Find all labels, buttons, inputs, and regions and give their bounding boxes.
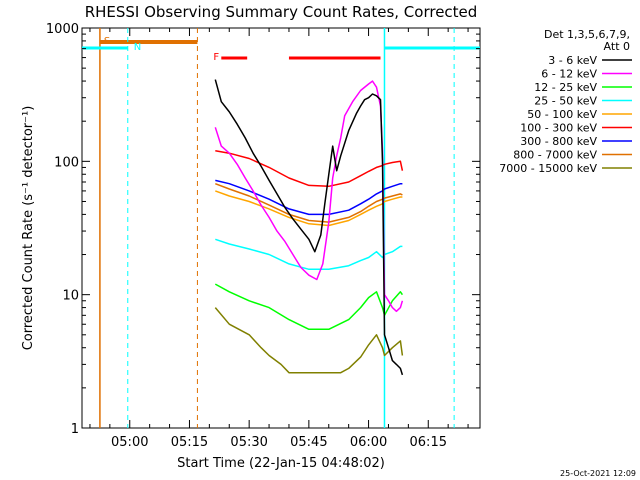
timestamp: 25-Oct-2021 12:09 bbox=[560, 469, 636, 478]
legend-label: 800 - 7000 keV bbox=[513, 149, 597, 162]
series-12-25-kev bbox=[214, 283, 404, 331]
legend-label: 50 - 100 keV bbox=[527, 108, 597, 121]
annotation-f: F bbox=[213, 52, 219, 63]
series-3-6-kev bbox=[214, 79, 404, 376]
series-7000-15000-kev bbox=[214, 307, 404, 374]
x-tick-label: 06:15 bbox=[410, 435, 447, 450]
series-lines bbox=[214, 79, 404, 376]
plot-frame bbox=[81, 27, 481, 429]
axes: 1 10 100 1000 05:00 05:15 05:30 05:45 06:00 06:15 bbox=[46, 22, 480, 450]
x-axis-label: Start Time (22-Jan-15 04:48:02) bbox=[177, 456, 385, 471]
y-tick-label: 1 bbox=[71, 422, 79, 437]
series-25-50-kev bbox=[215, 238, 403, 271]
legend-label: 25 - 50 keV bbox=[534, 95, 597, 108]
legend-header: Det 1,3,5,6,7,9, bbox=[544, 28, 630, 41]
y-tick-label: 100 bbox=[54, 155, 79, 170]
annotation-s: S bbox=[104, 36, 110, 47]
y-tick-label: 10 bbox=[62, 289, 79, 304]
x-tick-label: 05:30 bbox=[230, 435, 267, 450]
y-axis-label: Corrected Count Rate (s⁻¹ detector⁻¹) bbox=[21, 106, 36, 351]
observing-intervals: S N F bbox=[82, 28, 480, 428]
legend-label: 6 - 12 keV bbox=[541, 68, 597, 81]
legend-label: 100 - 300 keV bbox=[520, 122, 597, 135]
legend-header: Att 0 bbox=[604, 40, 630, 53]
legend-label: 7000 - 15000 keV bbox=[499, 162, 597, 175]
x-tick-label: 05:00 bbox=[111, 435, 148, 450]
x-tick-label: 05:45 bbox=[290, 435, 327, 450]
series-100-300-kev bbox=[215, 150, 404, 188]
chart-title: RHESSI Observing Summary Count Rates, Co… bbox=[85, 3, 478, 21]
legend-label: 3 - 6 keV bbox=[548, 54, 597, 67]
legend-label: 300 - 800 keV bbox=[520, 135, 597, 148]
series-50-100-kev bbox=[215, 190, 403, 227]
annotation-n: N bbox=[134, 42, 141, 53]
x-tick-label: 06:00 bbox=[350, 435, 387, 450]
legend-label: 12 - 25 keV bbox=[534, 81, 597, 94]
x-tick-label: 05:15 bbox=[171, 435, 208, 450]
series-300-800-kev bbox=[215, 179, 403, 216]
y-tick-label: 1000 bbox=[46, 22, 79, 37]
